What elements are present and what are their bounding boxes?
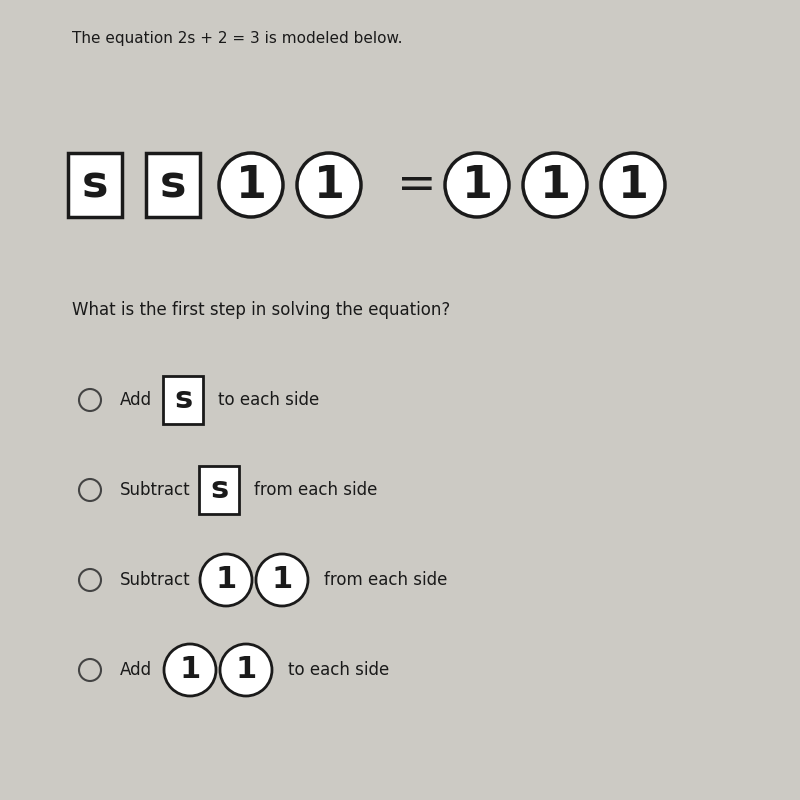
FancyBboxPatch shape — [199, 466, 239, 514]
Text: What is the first step in solving the equation?: What is the first step in solving the eq… — [72, 301, 450, 319]
Text: from each side: from each side — [324, 571, 447, 589]
Text: to each side: to each side — [288, 661, 390, 679]
Text: 1: 1 — [314, 163, 345, 206]
Text: =: = — [397, 162, 437, 207]
Text: 1: 1 — [215, 566, 237, 594]
Ellipse shape — [256, 554, 308, 606]
FancyBboxPatch shape — [163, 376, 203, 424]
FancyBboxPatch shape — [146, 153, 200, 217]
Ellipse shape — [164, 644, 216, 696]
Text: 1: 1 — [235, 655, 257, 685]
Text: 1: 1 — [271, 566, 293, 594]
Text: Add: Add — [120, 391, 152, 409]
Text: 1: 1 — [539, 163, 570, 206]
Ellipse shape — [297, 153, 361, 217]
FancyBboxPatch shape — [68, 153, 122, 217]
Text: 1: 1 — [462, 163, 493, 206]
Text: s: s — [82, 163, 108, 206]
Ellipse shape — [219, 153, 283, 217]
Text: Add: Add — [120, 661, 152, 679]
Ellipse shape — [601, 153, 665, 217]
Text: 1: 1 — [235, 163, 266, 206]
Text: 1: 1 — [618, 163, 649, 206]
Text: s: s — [210, 475, 228, 505]
Text: to each side: to each side — [218, 391, 319, 409]
Text: from each side: from each side — [254, 481, 378, 499]
Ellipse shape — [445, 153, 509, 217]
Text: Subtract: Subtract — [120, 481, 190, 499]
Text: s: s — [174, 386, 192, 414]
Text: Subtract: Subtract — [120, 571, 190, 589]
Ellipse shape — [523, 153, 587, 217]
Ellipse shape — [200, 554, 252, 606]
Ellipse shape — [220, 644, 272, 696]
Text: The equation 2s + 2 = 3 is modeled below.: The equation 2s + 2 = 3 is modeled below… — [72, 30, 402, 46]
Text: 1: 1 — [179, 655, 201, 685]
Text: s: s — [160, 163, 186, 206]
